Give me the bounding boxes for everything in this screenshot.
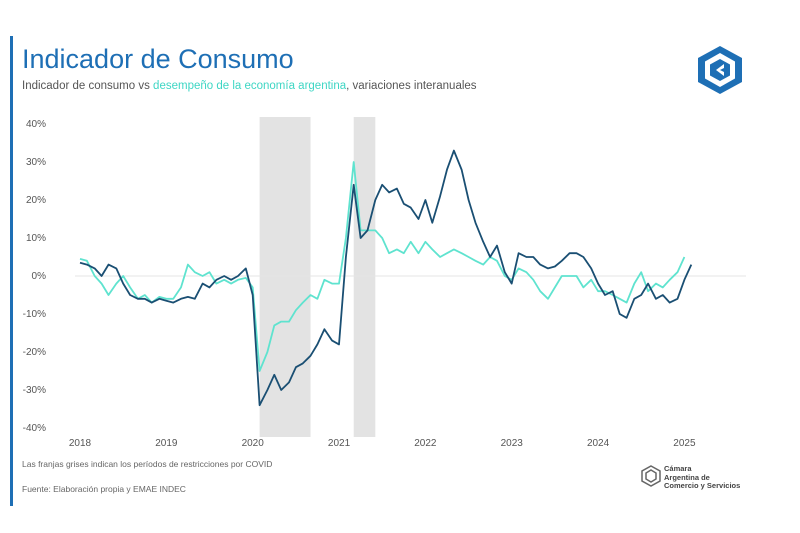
accent-bar bbox=[10, 36, 13, 506]
subtitle-part-rest: , variaciones interanuales bbox=[346, 80, 477, 92]
x-tick-label: 2018 bbox=[69, 438, 92, 449]
y-tick-label: 40% bbox=[26, 119, 46, 130]
org-name: Cámara Argentina de Comercio y Servicios bbox=[664, 464, 741, 491]
subtitle-part-consumo: Indicador de consumo vs bbox=[22, 80, 154, 92]
x-tick-label: 2024 bbox=[587, 438, 610, 449]
x-tick-label: 2021 bbox=[328, 438, 351, 449]
y-tick-label: 30% bbox=[26, 157, 46, 168]
series-line-economia bbox=[79, 161, 686, 372]
covid-band bbox=[353, 117, 376, 437]
y-tick-label: -10% bbox=[23, 309, 46, 320]
org-line: Comercio y Servicios bbox=[664, 481, 741, 490]
source-note: Fuente: Elaboración propia y EMAE INDEC bbox=[22, 484, 186, 494]
cac-logo-icon bbox=[698, 46, 742, 94]
x-tick-label: 2023 bbox=[501, 438, 524, 449]
x-tick-label: 2022 bbox=[414, 438, 437, 449]
x-tick-label: 2019 bbox=[155, 438, 178, 449]
cac-small-logo-icon bbox=[641, 465, 661, 487]
covid-band bbox=[259, 117, 311, 437]
chart-subtitle: Indicador de consumo vs desempeño de la … bbox=[22, 80, 477, 92]
y-tick-label: -20% bbox=[23, 347, 46, 358]
subtitle-part-economia: desempeño de la economía argentina bbox=[153, 80, 347, 92]
org-line: Cámara bbox=[664, 464, 692, 473]
covid-band-note: Las franjas grises indican los períodos … bbox=[22, 459, 273, 469]
org-line: Argentina de bbox=[664, 472, 710, 482]
y-tick-label: -30% bbox=[23, 385, 46, 396]
y-tick-label: 20% bbox=[26, 195, 46, 206]
x-tick-label: 2025 bbox=[673, 438, 696, 449]
x-tick-label: 2020 bbox=[242, 438, 265, 449]
y-tick-label: 0% bbox=[32, 271, 47, 282]
y-tick-label: 10% bbox=[26, 233, 46, 244]
page-title: Indicador de Consumo bbox=[22, 44, 294, 74]
y-tick-label: -40% bbox=[23, 423, 46, 434]
series-line-consumo bbox=[79, 149, 693, 407]
